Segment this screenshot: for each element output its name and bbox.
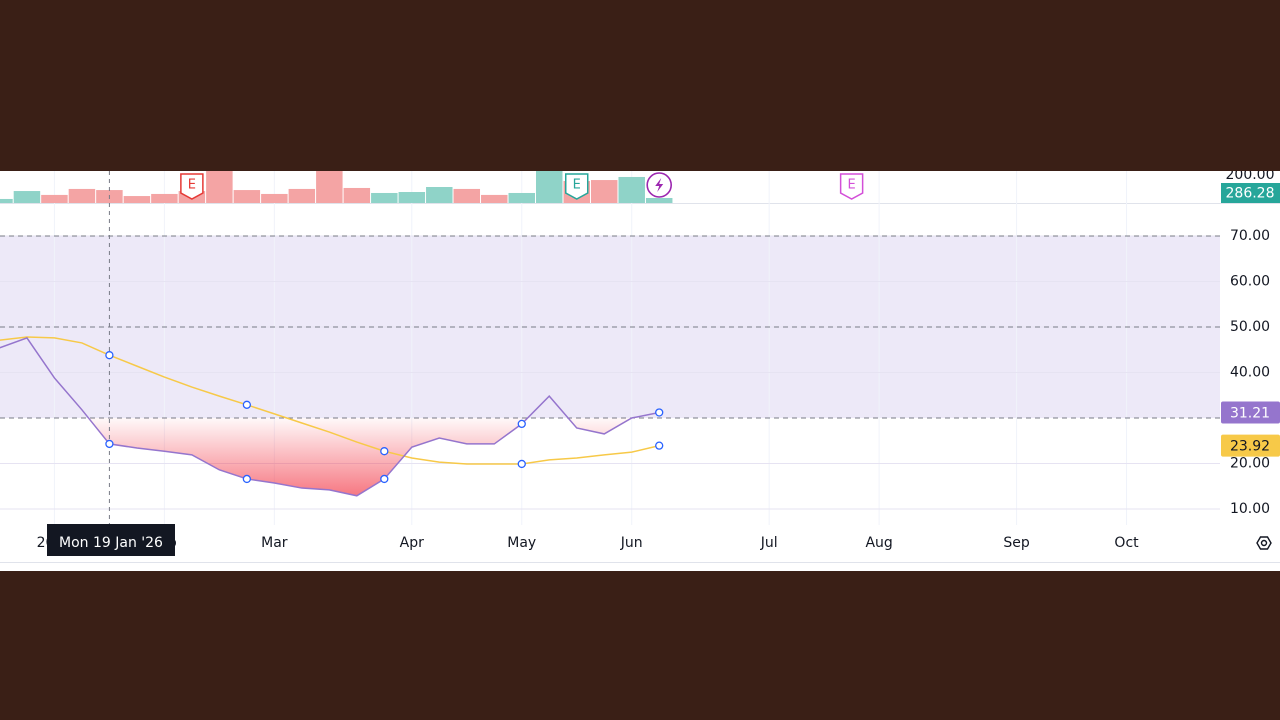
oversold-fill [88, 418, 632, 496]
volume-bar [645, 197, 673, 203]
point-marker [105, 351, 114, 360]
price-badge: 286.28 [1226, 186, 1275, 202]
date-tooltip: Mon 19 Jan '26 [59, 535, 163, 551]
event-label: E [848, 178, 856, 193]
volume-bar [0, 198, 13, 203]
x-tick-label: Mar [261, 535, 288, 551]
event-label: E [188, 178, 196, 193]
point-marker [655, 408, 664, 417]
volume-bar [508, 192, 536, 203]
volume-bar [536, 171, 563, 203]
volume-bar [261, 193, 288, 203]
value-badge: 23.92 [1230, 439, 1270, 455]
y-tick-label: 50.00 [1230, 319, 1270, 335]
x-tick-label: May [507, 535, 536, 551]
x-tick-label: Jul [760, 535, 778, 551]
value-badge: 31.21 [1230, 405, 1270, 421]
volume-bar [371, 192, 398, 203]
settings-icon[interactable] [1256, 536, 1272, 550]
x-tick-label: Aug [865, 535, 892, 551]
volume-bar [151, 193, 178, 203]
volume-bar [233, 190, 261, 203]
point-marker [242, 400, 252, 409]
y-tick-label: 60.00 [1230, 273, 1270, 289]
y-tick-label: 10.00 [1230, 501, 1270, 517]
y-tick-label: 40.00 [1230, 364, 1270, 380]
volume-bar [453, 188, 481, 203]
volume-bar [481, 194, 508, 203]
volume-bar [288, 188, 316, 203]
point-marker [380, 447, 389, 456]
value-badge-bg [1221, 401, 1280, 424]
volume-bar [590, 180, 618, 203]
point-marker [380, 474, 389, 484]
volume-bar [398, 192, 426, 203]
volume-bar [206, 171, 233, 203]
event-marker [180, 173, 204, 200]
volume-bar [123, 196, 151, 203]
volume-bar [68, 188, 96, 203]
event-label: E [573, 178, 581, 193]
volume-tick-label: 200.00 [1226, 171, 1275, 183]
x-tick-label: Oct [1114, 535, 1139, 551]
event-marker [839, 173, 864, 200]
price-badge-bg [1221, 183, 1280, 203]
point-marker [655, 441, 664, 450]
volume-bar [426, 187, 453, 203]
point-marker [517, 459, 526, 469]
x-tick-label: Sep [1003, 535, 1030, 551]
volume-bar [343, 187, 371, 203]
chart: 2026FebMarAprMayJunJulAugSepOct10.0020.0… [0, 171, 1280, 571]
y-tick-label: 20.00 [1230, 455, 1270, 471]
volume-bar [13, 191, 41, 203]
event-marker [564, 173, 589, 200]
dividend-icon [646, 172, 673, 198]
date-tooltip-bg [47, 524, 175, 556]
volume-group [0, 171, 673, 203]
point-marker [517, 419, 526, 429]
volume-bar [316, 171, 343, 203]
volume-bar [41, 194, 68, 203]
x-tick-label: Jun [620, 535, 643, 551]
dividend-bolt [655, 178, 664, 192]
value-badge-bg [1221, 434, 1280, 457]
volume-bar [618, 176, 645, 203]
point-marker [105, 439, 114, 449]
y-tick-label: 70.00 [1230, 228, 1270, 244]
x-tick-label: Apr [400, 535, 424, 551]
point-marker [242, 474, 252, 484]
